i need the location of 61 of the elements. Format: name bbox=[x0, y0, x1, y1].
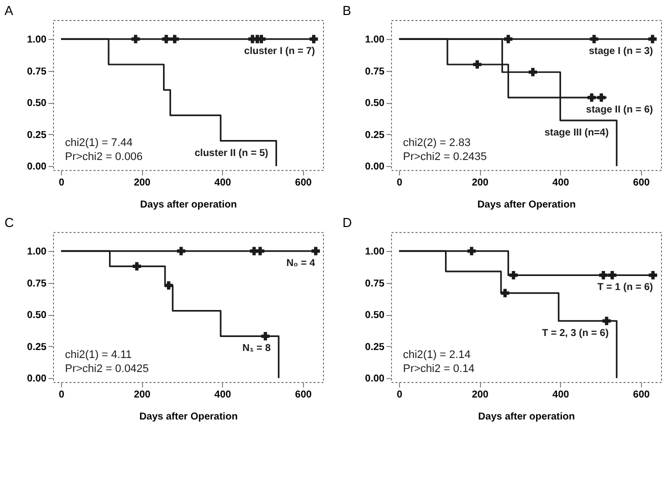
x-axis-title: Days after operation bbox=[478, 412, 575, 422]
y-tick-label: 0.25 bbox=[365, 130, 385, 141]
annotation: Pr>chi2 = 0.2435 bbox=[403, 151, 487, 163]
x-tick-label: 200 bbox=[472, 178, 489, 188]
y-tick-label: 0.75 bbox=[27, 278, 47, 290]
x-tick-label: 400 bbox=[552, 390, 570, 400]
x-tick-label: 0 bbox=[396, 178, 403, 188]
chart-title: D bbox=[342, 215, 352, 230]
y-tick-label: 0.75 bbox=[365, 278, 385, 290]
series-label: N₁ = 8 bbox=[242, 343, 272, 354]
series-label: N₀ = 4 bbox=[286, 258, 316, 270]
x-axis-title: Days after Operation bbox=[477, 200, 576, 210]
x-axis-title: Days after operation bbox=[140, 200, 237, 210]
x-tick-label: 600 bbox=[633, 390, 650, 400]
x-tick-label: 400 bbox=[552, 178, 570, 188]
x-tick-label: 400 bbox=[214, 178, 232, 188]
y-tick-label: 0.50 bbox=[27, 310, 47, 322]
y-tick-label: 0.25 bbox=[27, 342, 47, 353]
series-label: cluster I (n = 7) bbox=[244, 46, 315, 58]
annotation: chi2(1) = 2.14 bbox=[403, 349, 471, 361]
x-tick-label: 600 bbox=[633, 178, 650, 188]
y-tick-label: 0.25 bbox=[27, 130, 47, 141]
y-tick-label: 0.50 bbox=[365, 310, 385, 322]
x-tick-label: 200 bbox=[134, 178, 151, 188]
x-tick-label: 200 bbox=[472, 390, 489, 400]
chart-title: C bbox=[4, 215, 14, 230]
y-tick-label: 0.50 bbox=[27, 98, 47, 110]
chart-title: B bbox=[342, 3, 352, 18]
x-tick-label: 600 bbox=[295, 178, 312, 188]
y-tick-label: 0.50 bbox=[365, 98, 385, 110]
y-tick-label: 1.00 bbox=[27, 246, 47, 258]
x-tick-label: 200 bbox=[134, 390, 151, 400]
x-tick-label: 0 bbox=[58, 178, 65, 188]
series-label: T = 1 (n = 6) bbox=[597, 282, 653, 294]
y-tick-label: 1.00 bbox=[365, 34, 385, 46]
series-label: stage I (n = 3) bbox=[588, 46, 653, 58]
series-label: T = 2, 3 (n = 6) bbox=[542, 328, 609, 339]
y-tick-label: 0.00 bbox=[365, 374, 385, 385]
y-tick-label: 0.75 bbox=[27, 66, 47, 78]
x-tick-label: 600 bbox=[295, 390, 312, 400]
y-tick-label: 0.00 bbox=[27, 162, 47, 173]
annotation: chi2(2) = 2.83 bbox=[403, 137, 471, 149]
y-tick-label: 0.25 bbox=[365, 342, 385, 353]
x-tick-label: 0 bbox=[58, 390, 65, 400]
annotation: Pr>chi2 = 0.0425 bbox=[65, 363, 149, 375]
y-tick-label: 1.00 bbox=[365, 246, 385, 258]
y-tick-label: 0.00 bbox=[27, 374, 47, 385]
annotation: chi2(1) = 7.44 bbox=[65, 137, 133, 149]
annotation: chi2(1) = 4.11 bbox=[65, 349, 132, 361]
x-tick-label: 0 bbox=[396, 390, 403, 400]
annotation: Pr>chi2 = 0.006 bbox=[65, 151, 143, 163]
series-label: stage II (n = 6) bbox=[586, 104, 653, 116]
y-tick-label: 0.00 bbox=[365, 162, 385, 173]
y-tick-label: 0.75 bbox=[365, 66, 385, 78]
series-label: cluster II (n = 5) bbox=[194, 148, 268, 159]
x-axis-title: Days after Operation bbox=[139, 412, 238, 422]
y-tick-label: 1.00 bbox=[27, 34, 47, 46]
chart-title: A bbox=[4, 3, 14, 18]
series-label: stage III (n=4) bbox=[544, 127, 609, 138]
annotation: Pr>chi2 = 0.14 bbox=[403, 363, 475, 375]
x-tick-label: 400 bbox=[214, 390, 232, 400]
